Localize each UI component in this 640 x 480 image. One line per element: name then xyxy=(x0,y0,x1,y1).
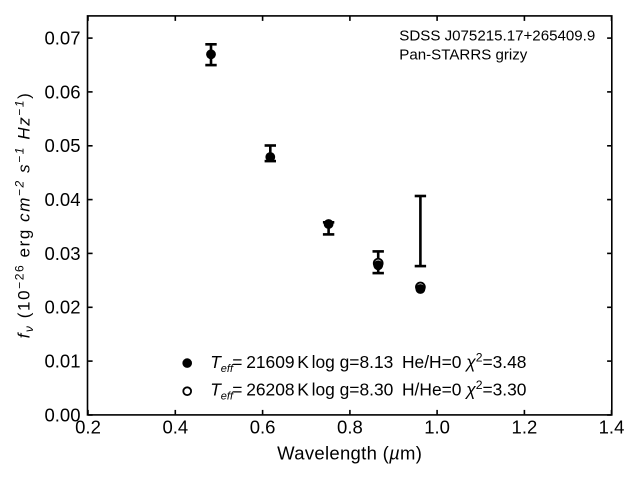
svg-text:0.8: 0.8 xyxy=(337,417,363,438)
svg-text:1.0: 1.0 xyxy=(424,417,450,438)
svg-text:0.4: 0.4 xyxy=(162,417,188,438)
svg-text:SDSS J075215.17+265409.9: SDSS J075215.17+265409.9 xyxy=(399,28,595,45)
svg-text:Wavelength (µm): Wavelength (µm) xyxy=(277,443,422,464)
svg-text:0.2: 0.2 xyxy=(75,417,101,438)
svg-text:1.4: 1.4 xyxy=(599,417,625,438)
svg-text:0.06: 0.06 xyxy=(44,81,80,102)
svg-text:0.00: 0.00 xyxy=(44,404,80,425)
svg-text:0.05: 0.05 xyxy=(44,135,80,156)
svg-text:1.2: 1.2 xyxy=(512,417,538,438)
svg-text:0.02: 0.02 xyxy=(44,297,80,318)
svg-text:0.01: 0.01 xyxy=(44,351,80,372)
svg-text:fν (10−26 erg cm−2 s−1 Hz−1): fν (10−26 erg cm−2 s−1 Hz−1) xyxy=(12,92,36,339)
svg-text:0.03: 0.03 xyxy=(44,243,80,264)
svg-text:0.04: 0.04 xyxy=(44,189,80,210)
svg-text:Pan-STARRS grizy: Pan-STARRS grizy xyxy=(399,46,527,63)
svg-text:0.6: 0.6 xyxy=(250,417,276,438)
svg-text:0.07: 0.07 xyxy=(44,27,80,48)
